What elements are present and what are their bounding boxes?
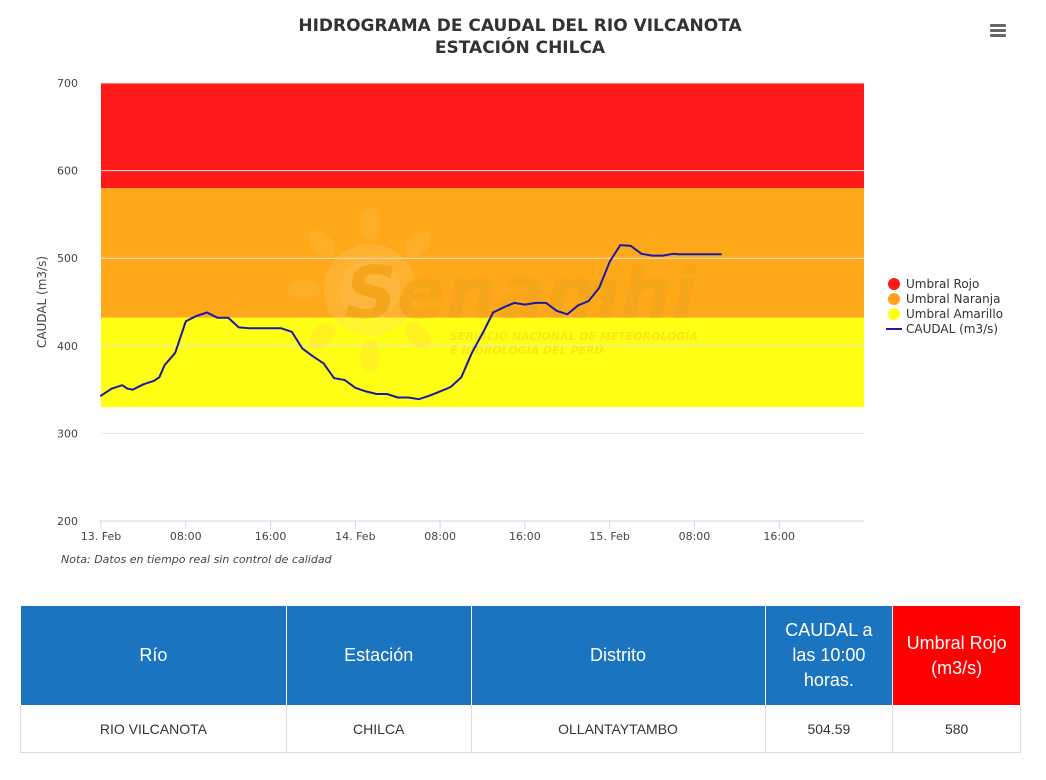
x-tick-label: 16:00 [509,530,541,543]
chart-plot: Senamhi SERVICIO NACIONAL DE METEOROLOGÍ… [35,77,1003,543]
table-row: RIO VILCANOTA CHILCA OLLANTAYTAMBO 504.5… [20,705,1021,753]
legend-item: CAUDAL (m3/s) [906,322,998,336]
series-caudal [100,244,722,401]
chart-title: HIDROGRAMA DE CAUDAL DEL RIO VILCANOTA [298,16,742,36]
legend-marker [888,308,900,320]
header-umbral-rojo-text: Umbral Rojo (m3/s) [906,632,1007,678]
y-tick-label: 200 [57,515,78,528]
legend-item: Umbral Rojo [906,277,979,291]
threshold-bands [101,83,864,408]
band-umbral-rojo [101,83,864,189]
cell-distrito: OLLANTAYTAMBO [470,705,766,753]
header-umbral-rojo: Umbral Rojo (m3/s) [892,605,1021,706]
table-header-row: Río Estación Distrito CAUDAL a las 10:00… [20,605,1021,706]
cell-estacion: CHILCA [285,705,472,753]
legend-marker [888,278,900,290]
header-rio: Río [20,605,287,706]
x-tick-label: 08:00 [424,530,456,543]
station-info-table: Río Estación Distrito CAUDAL a las 10:00… [20,605,1021,753]
header-estacion: Estación [285,605,472,706]
legend-item: Umbral Amarillo [906,307,1003,321]
x-tick-label: 16:00 [763,530,795,543]
hamburger-menu-icon[interactable] [986,20,1010,42]
caudal-line [100,244,722,401]
x-tick-label: 08:00 [679,530,711,543]
y-tick-label: 500 [57,252,78,265]
header-caudal: CAUDAL a las 10:00 horas. [764,605,894,706]
legend-item: Umbral Naranja [906,292,1000,306]
header-caudal-text: CAUDAL a las 10:00 horas. [785,620,873,690]
senamhi-watermark: Senamhi SERVICIO NACIONAL DE METEOROLOGÍ… [288,208,698,372]
y-tick-label: 400 [57,340,78,353]
header-distrito: Distrito [470,605,766,706]
y-tick-label: 600 [57,165,78,178]
x-tick-label: 16:00 [255,530,287,543]
x-tick-label: 13. Feb [81,530,121,543]
band-umbral-naranja [101,188,864,318]
cell-umbral-rojo: 580 [892,705,1021,753]
legend-marker [888,293,900,305]
cell-rio: RIO VILCANOTA [20,705,287,753]
sun-logo-icon [288,208,432,372]
y-axis-label: CAUDAL (m3/s) [35,256,49,348]
chart-subtitle: ESTACIÓN CHILCA [434,38,606,58]
x-tick-label: 08:00 [170,530,202,543]
x-tick-label: 15. Feb [589,530,629,543]
watermark-line2: E HIDROLOGÍA DEL PERÚ [450,344,604,357]
hydrograph-chart: HIDROGRAMA DE CAUDAL DEL RIO VILCANOTA E… [35,16,1010,566]
x-tick-label: 14. Feb [335,530,375,543]
y-tick-label: 300 [57,427,78,440]
data-quality-note: Nota: Datos en tiempo real sin control d… [61,553,332,566]
watermark-line1: SERVICIO NACIONAL DE METEOROLOGÍA [450,330,698,343]
cell-caudal: 504.59 [764,705,894,753]
watermark-brand: Senamhi [345,251,698,335]
y-tick-label: 700 [57,77,78,90]
